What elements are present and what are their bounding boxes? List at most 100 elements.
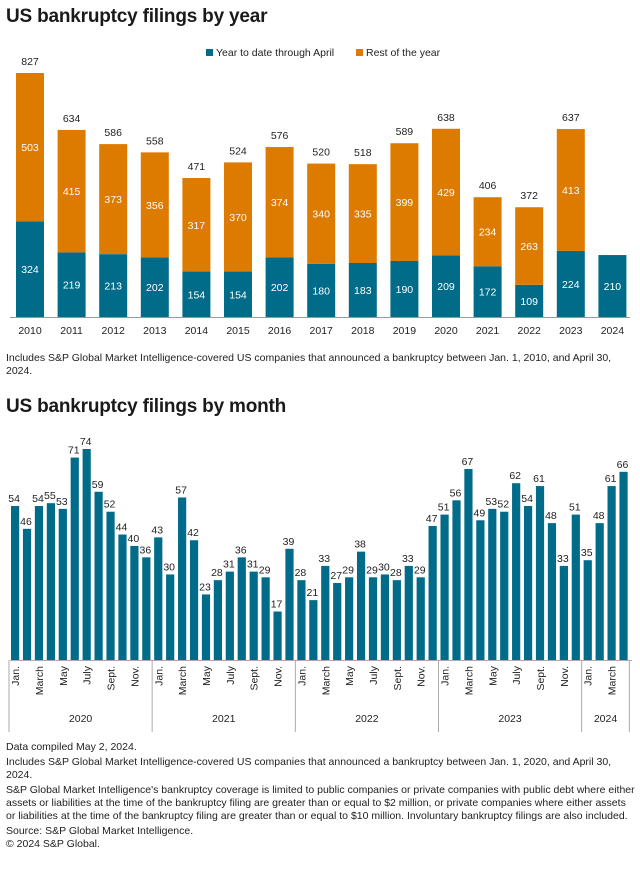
month-tick-2021-9: Sept. (249, 666, 261, 691)
data-label-ytd-2024: 210 (604, 281, 622, 293)
bar-2021-10 (261, 577, 270, 660)
x-tick-label-2013: 2013 (143, 325, 167, 337)
bar-ytd-2021 (473, 266, 502, 317)
data-label-total-2018: 518 (354, 147, 372, 159)
bar-2024-3 (607, 486, 616, 660)
data-label-2023-9: 61 (533, 473, 545, 485)
bar-2023-5 (488, 508, 497, 660)
data-label-rest-2013: 356 (146, 200, 164, 212)
x-tick-label-2016: 2016 (268, 325, 292, 337)
data-label-2023-10: 48 (545, 510, 557, 522)
bar-rest-2012 (99, 144, 128, 255)
bar-ytd-2014 (182, 271, 211, 317)
bar-ytd-2016 (265, 257, 294, 317)
data-label-2024-1: 35 (581, 547, 593, 559)
yearly-chart-title: US bankruptcy filings by year (6, 6, 268, 27)
x-tick-label-2010: 2010 (18, 325, 42, 337)
legend-swatch-ytd (206, 49, 213, 56)
data-label-rest-2010: 503 (21, 142, 39, 154)
data-label-rest-2021: 234 (479, 227, 497, 239)
data-label-2022-12: 47 (426, 513, 438, 525)
data-label-total-2022: 372 (520, 190, 538, 202)
x-tick-label-2014: 2014 (185, 325, 209, 337)
bar-ytd-2023 (556, 250, 585, 317)
data-label-2021-8: 36 (235, 544, 247, 556)
monthly-chart-title: US bankruptcy filings by month (6, 396, 287, 417)
data-label-rest-2020: 429 (437, 187, 455, 199)
bar-2021-3 (178, 497, 187, 660)
data-label-2023-7: 62 (509, 470, 521, 482)
bar-2020-7 (82, 449, 91, 660)
bar-2020-2 (22, 528, 32, 660)
month-tick-2020-9: Sept. (106, 666, 118, 691)
data-label-ytd-2022: 109 (520, 296, 538, 308)
bar-ytd-2012 (99, 254, 128, 317)
data-label-2021-3: 57 (175, 484, 187, 496)
data-label-2022-7: 29 (366, 564, 378, 576)
bar-ytd-2020 (432, 255, 460, 317)
data-label-rest-2017: 340 (312, 209, 330, 221)
data-label-2023-11: 33 (557, 553, 569, 565)
bar-2020-10 (118, 534, 127, 660)
month-tick-2020-7: July (82, 665, 94, 684)
data-label-2023-4: 49 (474, 507, 486, 519)
month-tick-2020-5: May (58, 665, 70, 686)
x-tick-label-2024: 2024 (601, 325, 625, 337)
bar-2020-6 (70, 457, 79, 660)
x-tick-label-2022: 2022 (518, 325, 542, 337)
data-label-2023-8: 54 (521, 493, 533, 505)
data-label-2022-11: 29 (414, 564, 426, 576)
data-label-2021-5: 23 (199, 581, 211, 593)
data-label-ytd-2011: 219 (63, 280, 81, 292)
data-label-2020-10: 44 (116, 522, 128, 534)
bar-2023-3 (464, 468, 473, 660)
bar-2021-12 (285, 548, 294, 660)
data-label-2024-2: 48 (593, 510, 605, 522)
month-tick-2022-1: Jan. (296, 666, 308, 686)
bar-rest-2021 (473, 197, 502, 267)
bar-2023-2 (452, 500, 461, 660)
bar-ytd-2013 (140, 257, 169, 317)
bar-rest-2013 (140, 152, 169, 258)
bar-ytd-2019 (390, 260, 419, 317)
bar-rest-2014 (182, 178, 211, 272)
x-tick-label-2015: 2015 (226, 325, 250, 337)
bar-2023-7 (512, 483, 521, 660)
bar-2021-5 (201, 594, 211, 660)
data-label-2022-10: 33 (402, 553, 414, 565)
data-label-2021-7: 31 (223, 559, 235, 571)
data-label-total-2013: 558 (146, 135, 164, 147)
month-tick-2020-3: March (34, 666, 46, 695)
bar-2022-2 (309, 600, 318, 660)
data-label-rest-2014: 317 (188, 220, 206, 232)
data-label-ytd-2013: 202 (146, 282, 164, 294)
data-label-total-2011: 634 (63, 113, 81, 125)
bar-2023-4 (476, 520, 485, 660)
month-tick-2022-9: Sept. (392, 666, 404, 691)
data-label-2020-9: 52 (104, 499, 116, 511)
bar-2020-9 (106, 511, 115, 660)
data-label-2022-5: 29 (342, 564, 354, 576)
data-label-ytd-2016: 202 (271, 282, 289, 294)
bar-ytd-2010 (16, 221, 44, 317)
data-label-2022-1: 28 (295, 567, 307, 579)
bar-ytd-2024 (598, 255, 627, 317)
data-label-ytd-2023: 224 (562, 279, 580, 291)
yearly-chart-note: Includes S&P Global Market Intelligence-… (6, 352, 612, 377)
month-tick-2023-1: Jan. (440, 666, 452, 686)
data-label-total-2020: 638 (437, 112, 455, 124)
month-tick-2022-5: May (344, 665, 356, 686)
bar-rest-2010 (16, 73, 44, 222)
data-label-ytd-2012: 213 (104, 281, 122, 293)
data-label-rest-2022: 263 (520, 241, 538, 253)
data-label-2022-8: 30 (378, 561, 390, 573)
data-label-rest-2018: 335 (354, 209, 372, 221)
month-tick-2024-1: Jan. (583, 666, 595, 686)
data-label-2022-3: 33 (318, 553, 330, 565)
x-tick-label-2012: 2012 (102, 325, 126, 337)
month-tick-2023-9: Sept. (535, 666, 547, 691)
data-label-rest-2016: 374 (271, 197, 289, 209)
bar-2023-9 (535, 486, 545, 660)
data-label-2023-1: 51 (438, 502, 450, 514)
x-tick-label-2021: 2021 (476, 325, 500, 337)
